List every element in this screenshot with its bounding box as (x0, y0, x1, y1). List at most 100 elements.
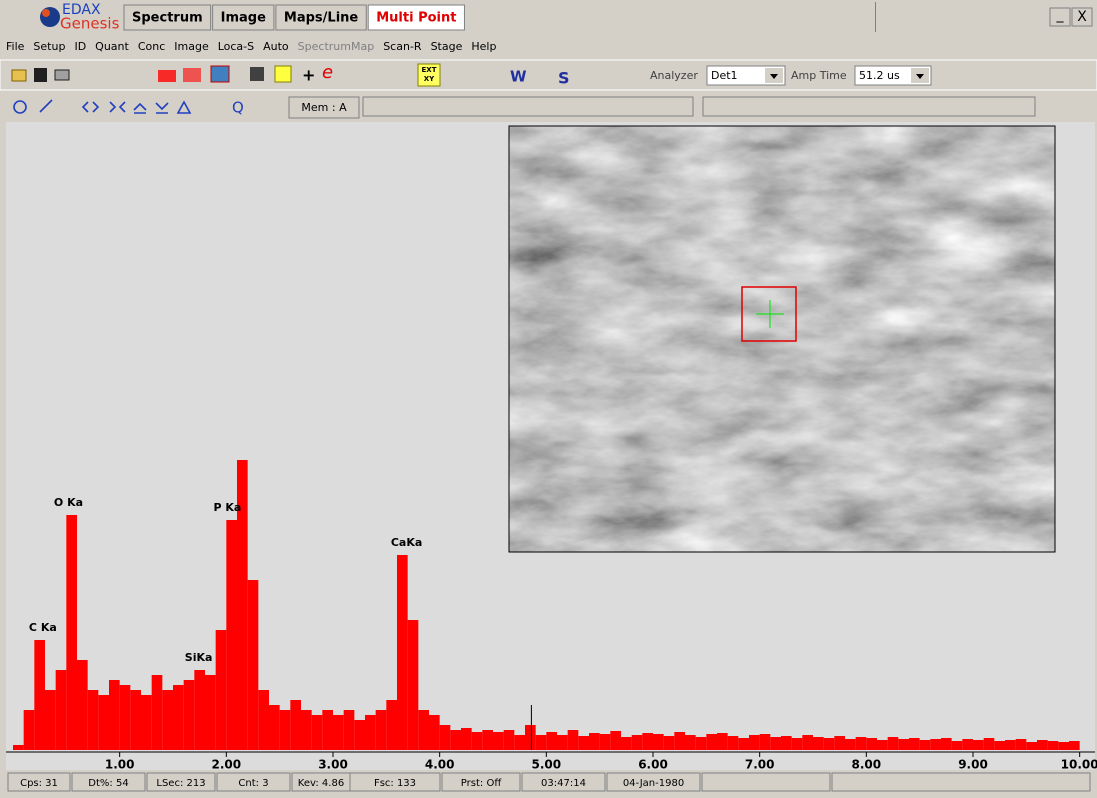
spectrum-bar (962, 739, 973, 750)
menu-item[interactable]: Help (471, 40, 496, 53)
analyzer-value[interactable]: Det1 (711, 69, 738, 82)
spectrum-bar (792, 738, 803, 750)
spectrum-bar (429, 715, 440, 750)
x-tick-label: 5.00 (532, 758, 562, 772)
menu-item[interactable]: Setup (33, 40, 65, 53)
spectrum-bar (504, 730, 515, 750)
status-text: 04-Jan-1980 (623, 778, 684, 789)
spectrum-bar (536, 735, 547, 750)
x-tick-label: 7.00 (745, 758, 775, 772)
spectrum-bar (184, 680, 195, 750)
spectrum-bar (642, 733, 653, 750)
spectrum-bar (98, 695, 109, 750)
status-text: Prst: Off (461, 778, 503, 789)
spectrum-bar (578, 736, 589, 750)
status-text: 03:47:14 (541, 778, 586, 789)
spectrum-bar (685, 735, 696, 750)
spectrum-bar (450, 730, 461, 750)
tab-label[interactable]: Multi Point (376, 11, 456, 26)
spectrum-bar (24, 710, 35, 750)
ext-label[interactable]: EXT (422, 66, 437, 74)
spectrum-bar (440, 725, 451, 750)
spectrum-bar (141, 695, 152, 750)
separator (875, 2, 876, 32)
spectrum-bar (472, 732, 483, 750)
amp-value[interactable]: 51.2 us (859, 69, 900, 82)
spectrum-bar (418, 710, 429, 750)
mem-label[interactable]: Mem : A (301, 101, 347, 114)
spectrum-bar (344, 710, 355, 750)
tab-label[interactable]: Spectrum (132, 11, 203, 26)
spectrum-bar (866, 738, 877, 750)
ext-label[interactable]: XY (424, 75, 435, 83)
open-icon[interactable] (12, 70, 26, 81)
spectrum-bar (845, 739, 856, 750)
status-text: Kev: 4.86 (298, 778, 344, 789)
spectrum-bar (952, 741, 963, 750)
save-icon[interactable] (34, 68, 47, 82)
spectrum-bar (333, 715, 344, 750)
peak-label: SiKa (185, 651, 213, 664)
minimize-glyph[interactable]: _ (1056, 7, 1065, 23)
menu-item[interactable]: Image (174, 40, 209, 53)
page: EDAX Genesis _ X SpectrumImageMaps/LineM… (0, 0, 1097, 794)
print-icon[interactable] (55, 70, 69, 80)
menu-item[interactable]: Loca-S (218, 40, 254, 53)
spectrum-icon[interactable] (183, 68, 201, 82)
tab-label[interactable]: Image (221, 11, 266, 26)
spectrum-bar (610, 731, 621, 750)
close-glyph[interactable]: X (1077, 9, 1087, 25)
spectrum-bar (226, 520, 237, 750)
menu-item: SpectrumMap (298, 40, 375, 53)
peak-label: P Ka (213, 501, 241, 514)
menu-item[interactable]: Stage (431, 40, 463, 53)
spectrum-bar (461, 728, 472, 750)
spectrum-bar (34, 640, 45, 750)
grid-icon[interactable] (275, 66, 291, 82)
spectrum-bar (898, 739, 909, 750)
w-icon[interactable]: W (510, 68, 527, 86)
spectrum-bar (546, 732, 557, 750)
status-text: Dt%: 54 (88, 778, 128, 789)
status-field (363, 97, 693, 116)
image-icon[interactable] (211, 66, 229, 82)
spectrum-bar (834, 736, 845, 750)
spectrum-bar (173, 685, 184, 750)
spectrum-bar (920, 740, 931, 750)
tab-label[interactable]: Maps/Line (284, 11, 358, 26)
spectrum-bar (88, 690, 99, 750)
spectrum-bar (717, 733, 728, 750)
spectrum-bar (941, 738, 952, 750)
spectrum-bar (66, 515, 77, 750)
spectrum-icon[interactable] (158, 70, 176, 82)
s-icon[interactable]: S (558, 69, 570, 88)
spectrum-bar (653, 734, 664, 750)
spectrum-bar (589, 733, 600, 750)
app-window: EDAX Genesis _ X SpectrumImageMaps/LineM… (0, 0, 1097, 794)
logo-dot (42, 9, 50, 17)
menu-item[interactable]: File (6, 40, 25, 53)
status-field (703, 97, 1035, 116)
spectrum-bar (56, 670, 67, 750)
sem-image (509, 126, 1055, 552)
menu-item[interactable]: Scan-R (383, 40, 422, 53)
cross-icon[interactable]: + (302, 66, 315, 85)
spectrum-bar (109, 680, 120, 750)
e-icon[interactable]: e (322, 62, 333, 83)
status-text: Cps: 31 (20, 778, 58, 789)
spectrum-bar (162, 690, 173, 750)
spectrum-bar (930, 739, 941, 750)
menu-item[interactable]: ID (74, 40, 86, 53)
spectrum-bar (248, 580, 259, 750)
spectrum-bar (621, 737, 632, 750)
spectrum-bar (632, 735, 643, 750)
menu-item[interactable]: Conc (138, 40, 165, 53)
spectrum-bar (877, 740, 888, 750)
spectrum-bar (354, 720, 365, 750)
q-icon[interactable]: Q (232, 99, 244, 117)
spectrum-bar (973, 740, 984, 750)
grid-icon[interactable] (250, 67, 264, 81)
menu-item[interactable]: Quant (95, 40, 129, 53)
menu-item[interactable]: Auto (263, 40, 289, 53)
x-tick-label: 3.00 (318, 758, 348, 772)
